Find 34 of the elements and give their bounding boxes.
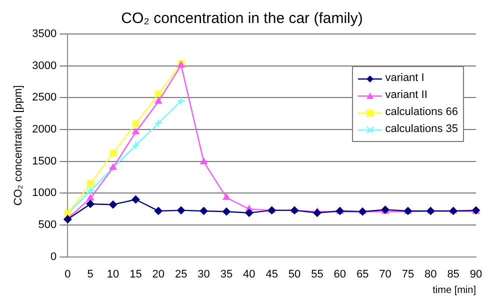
x-tick-label: 25 (174, 268, 188, 280)
x-tick-label: 35 (220, 268, 233, 280)
y-axis-title: CO₂ concentration [ppm] (12, 85, 25, 206)
x-tick-label: 20 (152, 268, 165, 280)
y-tick-label: 2500 (32, 92, 57, 104)
x-tick-label: 30 (198, 268, 210, 280)
x-tick-label: 10 (106, 268, 120, 280)
y-tick-label: 500 (38, 219, 57, 232)
y-tick-label: 3000 (32, 60, 57, 72)
x-tick-label: 15 (130, 268, 142, 280)
legend-label: variant II (385, 88, 428, 103)
x-tick-label: 80 (424, 268, 437, 280)
x-tick-label: 55 (311, 268, 324, 280)
x-tick-label: 0 (64, 268, 71, 280)
x-tick-label: 85 (447, 268, 460, 280)
x-tick-label: 5 (87, 268, 94, 280)
x-tick-label: 50 (288, 268, 301, 280)
y-tick-label: 0 (50, 250, 57, 263)
x-tick-label: 60 (334, 268, 346, 280)
x-tick-label: 90 (470, 268, 482, 280)
y-tick-label: 3500 (32, 28, 57, 40)
chart-title: CO₂ concentration in the car (family) (121, 10, 363, 28)
legend-label: variant I (385, 71, 424, 86)
x-axis-title: time [min] (432, 284, 476, 296)
x-tick-label: 40 (243, 268, 256, 280)
x-tick-label: 45 (266, 268, 278, 280)
y-tick-label: 1000 (32, 187, 57, 200)
y-tick-label: 2000 (32, 124, 57, 136)
y-tick-label: 1500 (32, 155, 57, 168)
x-tick-label: 75 (402, 268, 414, 280)
legend-label: calculations 66 (385, 105, 458, 120)
x-tick-label: 65 (356, 268, 369, 280)
legend-label: calculations 35 (385, 122, 458, 137)
x-tick-label: 70 (379, 268, 392, 280)
